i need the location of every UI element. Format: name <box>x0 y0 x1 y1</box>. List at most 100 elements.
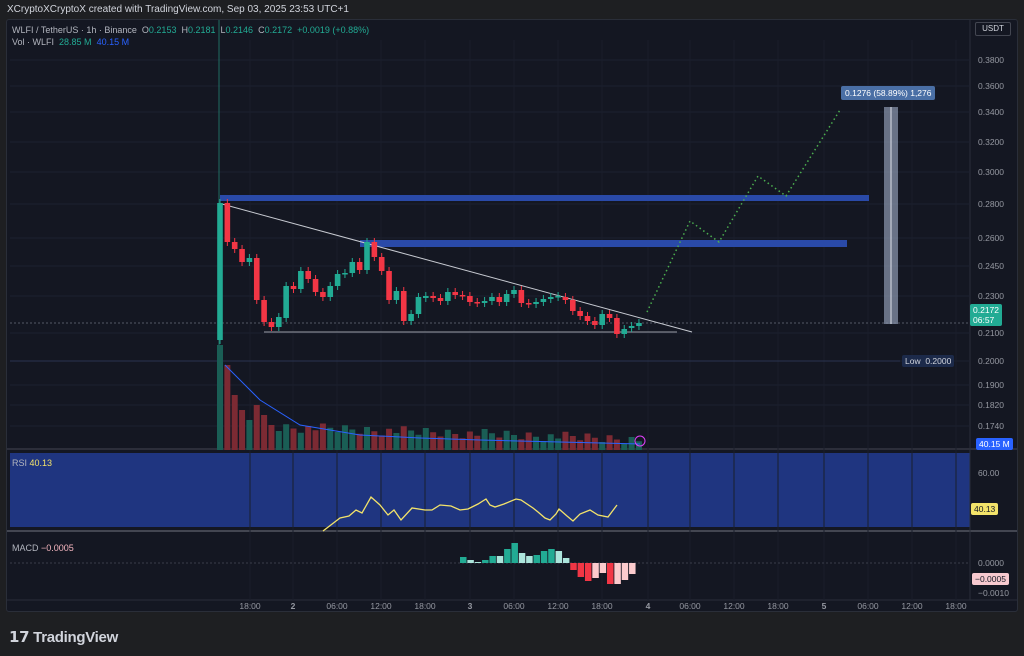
candle <box>276 317 282 327</box>
macd-histogram-bar <box>592 563 599 578</box>
candle <box>305 271 311 279</box>
candle <box>452 292 458 295</box>
candle <box>312 279 319 292</box>
macd-tick: −0.0010 <box>978 588 1009 598</box>
candle <box>606 314 613 318</box>
chart-attribution: XCryptoXCryptoX created with TradingView… <box>7 4 349 15</box>
volume-bar <box>452 434 459 450</box>
volume-label[interactable]: Vol · WLFI <box>12 37 55 47</box>
tradingview-logo[interactable]: 𝟭𝟳 TradingView <box>9 628 118 646</box>
volume-bar <box>511 435 517 450</box>
candle <box>525 303 532 305</box>
time-tick: 06:00 <box>326 601 348 611</box>
candle <box>378 257 385 271</box>
volume-ma-line <box>224 364 641 445</box>
volume-tag: 40.15 M <box>976 438 1013 450</box>
candle <box>217 203 223 340</box>
currency-button[interactable]: USDT <box>975 22 1011 36</box>
time-tick: 2 <box>291 601 296 611</box>
macd-label[interactable]: MACD <box>12 543 39 553</box>
time-tick: 18:00 <box>239 601 261 611</box>
volume-bar <box>533 436 540 450</box>
candle <box>327 286 334 297</box>
volume-bar <box>496 437 503 450</box>
symbol-name[interactable]: WLFI / TetherUS · 1h · Binance <box>12 25 137 35</box>
macd-histogram-bar <box>629 563 636 574</box>
price-tick: 0.3400 <box>978 107 1004 117</box>
candle <box>511 290 517 294</box>
volume-bar <box>555 438 562 450</box>
volume-bar <box>540 441 547 450</box>
macd-histogram-bar <box>518 553 526 563</box>
volume-bar <box>584 433 591 450</box>
volume-bar <box>261 415 268 450</box>
volume-bar <box>327 427 334 450</box>
candle <box>562 297 569 300</box>
low-tag-value: 0.2000 <box>925 356 952 366</box>
time-tick: 06:00 <box>857 601 879 611</box>
volume-bar <box>437 436 444 450</box>
candle <box>400 291 407 321</box>
candle <box>628 326 635 328</box>
macd-histogram-bar <box>548 549 555 563</box>
time-tick: 12:00 <box>723 601 745 611</box>
candle <box>533 302 539 304</box>
volume-bar <box>268 425 275 450</box>
trendline-descending <box>221 203 693 333</box>
candle <box>636 323 642 326</box>
macd-histogram-bar <box>540 551 548 563</box>
candle <box>231 242 238 249</box>
macd-histogram-bar <box>599 563 607 573</box>
candle <box>599 314 605 325</box>
candle <box>584 316 591 321</box>
volume-bar <box>246 420 253 450</box>
low-label: L <box>220 25 226 35</box>
time-tick: 12:00 <box>901 601 923 611</box>
candle <box>342 273 348 275</box>
candle <box>503 294 510 302</box>
last-price-tag: 0.2172 06:57 <box>970 304 1002 326</box>
volume-bar <box>606 435 613 450</box>
lightning-icon <box>634 435 646 447</box>
macd-histogram-bar <box>489 556 496 563</box>
brand-name: TradingView <box>33 629 118 646</box>
macd-tick: 0.0000 <box>978 558 1004 568</box>
candle <box>253 258 260 300</box>
candle <box>489 297 495 301</box>
macd-histogram-bar <box>584 563 592 581</box>
volume-value: 28.85 M <box>59 37 92 47</box>
candle <box>224 203 231 242</box>
volume-bar <box>319 423 326 450</box>
macd-histogram-bar <box>607 563 614 584</box>
price-tick: 0.3800 <box>978 55 1004 65</box>
measure-label[interactable]: 0.1276 (58.89%) 1,276 <box>841 86 936 100</box>
candle <box>437 298 444 301</box>
close-label: C <box>258 25 265 35</box>
price-tick: 0.2450 <box>978 261 1004 271</box>
macd-histogram-bar <box>474 562 482 563</box>
volume-bar <box>591 437 598 450</box>
candle <box>334 274 341 286</box>
volume-bar <box>408 430 415 450</box>
rsi-label[interactable]: RSI <box>12 458 28 468</box>
last-price: 0.2172 <box>973 305 999 315</box>
time-tick: 18:00 <box>591 601 613 611</box>
volume-bar <box>488 433 495 450</box>
volume-bar <box>613 439 620 450</box>
open-label: O <box>141 25 149 35</box>
price-tick: 0.2800 <box>978 199 1004 209</box>
time-tick: 4 <box>646 601 651 611</box>
candle <box>481 301 488 303</box>
price-tick: 0.3200 <box>978 137 1004 147</box>
candle <box>290 286 297 289</box>
volume-bar <box>253 405 260 450</box>
price-tick: 0.1820 <box>978 400 1004 410</box>
candle <box>393 291 400 300</box>
high-value: 0.2181 <box>187 25 216 35</box>
resistance-zone <box>220 195 869 201</box>
volume-bar <box>224 365 231 450</box>
volume-bar <box>371 431 378 450</box>
macd-legend: MACD −0.0005 <box>12 542 74 554</box>
time-tick: 18:00 <box>945 601 967 611</box>
